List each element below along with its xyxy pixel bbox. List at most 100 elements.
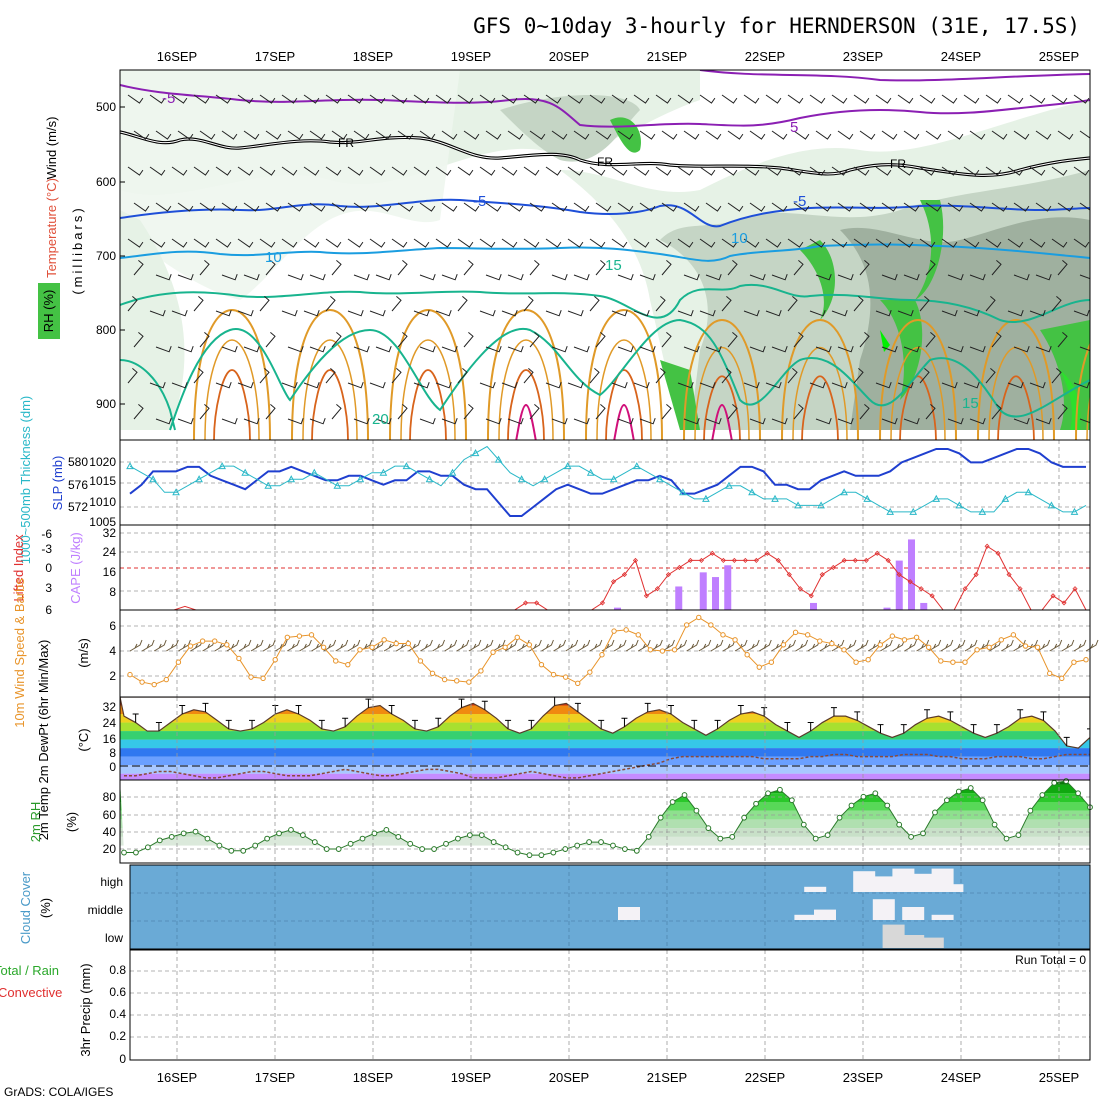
isotherm-loop bbox=[997, 375, 1035, 440]
wind-barb bbox=[853, 296, 864, 312]
wind-barb bbox=[639, 130, 656, 140]
wind-barb bbox=[485, 273, 502, 281]
isotherm-minus5-upper bbox=[699, 70, 1090, 82]
rh-point bbox=[311, 839, 318, 845]
wind-barb bbox=[149, 166, 166, 176]
wind-barb bbox=[771, 130, 788, 140]
thickness-point bbox=[471, 449, 480, 457]
wind-speed-point bbox=[1046, 670, 1053, 677]
thickness-point bbox=[863, 494, 871, 502]
wind-barb bbox=[843, 639, 857, 652]
temp-minmax-bar bbox=[784, 722, 791, 732]
rh-point bbox=[538, 852, 545, 859]
slp-axis-label: SLP (mb) bbox=[50, 456, 65, 511]
cape-bar bbox=[699, 572, 707, 610]
isotherm-loop bbox=[613, 403, 635, 440]
rh-axis-label: RH (%) bbox=[41, 290, 56, 333]
thickness-point bbox=[310, 468, 319, 476]
wind-barb bbox=[545, 381, 562, 389]
wind-barb bbox=[589, 639, 603, 652]
cape-bar bbox=[883, 607, 891, 610]
wind-barb bbox=[243, 130, 260, 140]
wind-barb bbox=[655, 238, 672, 248]
rh-point bbox=[920, 830, 926, 837]
wind-barb bbox=[661, 404, 672, 420]
isotherm-loop bbox=[409, 369, 447, 440]
wind-barb bbox=[325, 368, 336, 384]
rh-point bbox=[872, 790, 879, 797]
thickness-point bbox=[1024, 488, 1033, 496]
wind-speed-point bbox=[417, 658, 424, 664]
contour-label: 15 bbox=[962, 395, 979, 412]
date-label: 22SEP bbox=[745, 49, 785, 64]
lifted-index-point bbox=[654, 586, 661, 592]
rh-point bbox=[717, 835, 724, 842]
rh-point bbox=[621, 846, 628, 852]
cloud-block bbox=[814, 909, 836, 920]
wind-barb bbox=[589, 296, 600, 312]
cape-bar bbox=[712, 577, 719, 610]
isotherm-loop bbox=[1075, 342, 1090, 440]
rh-point bbox=[824, 832, 831, 839]
wind-barb bbox=[853, 238, 870, 248]
wind-barb bbox=[435, 309, 452, 317]
wind-barb bbox=[133, 404, 144, 420]
wind-barb bbox=[699, 309, 716, 317]
thickness-tick: 580 bbox=[68, 455, 88, 469]
wind-barb bbox=[963, 381, 980, 389]
wind-barb bbox=[613, 639, 627, 652]
wind-speed-point bbox=[284, 634, 291, 641]
temp2m-axis-label: 2m Temp 2m DewPt (6hr Min/Max) bbox=[36, 640, 51, 841]
wind-barb bbox=[353, 345, 370, 353]
wind-barb bbox=[897, 94, 914, 104]
wind-barb bbox=[171, 238, 188, 248]
wind-barb bbox=[375, 345, 392, 353]
wind-barb bbox=[567, 238, 584, 248]
wind-barb bbox=[1051, 166, 1068, 176]
cloud-tick: middle bbox=[88, 903, 124, 917]
wind-barb bbox=[237, 381, 254, 389]
date-label: 23SEP bbox=[843, 1070, 883, 1085]
wind-barb bbox=[633, 94, 650, 104]
wind-speed-point bbox=[998, 637, 1004, 643]
thickness-point bbox=[402, 462, 411, 470]
wind-barb bbox=[391, 296, 402, 312]
wind-barb bbox=[369, 166, 386, 176]
wind-barb bbox=[331, 202, 348, 212]
rh-point bbox=[264, 835, 271, 842]
wind-barb bbox=[969, 417, 986, 425]
rh-point bbox=[777, 786, 783, 793]
date-label: 19SEP bbox=[451, 1070, 491, 1085]
svg-text:600: 600 bbox=[96, 175, 116, 189]
wind-barb bbox=[507, 273, 524, 281]
wind-barb bbox=[1079, 274, 1090, 280]
wind-barb bbox=[565, 639, 579, 652]
wind-barb bbox=[897, 381, 914, 389]
wind-barb bbox=[1073, 238, 1090, 248]
wind-speed-point bbox=[587, 669, 593, 675]
wind-barb bbox=[633, 381, 650, 389]
date-label: 24SEP bbox=[941, 49, 981, 64]
wind-barb bbox=[274, 639, 288, 652]
precip-convective-label: Convective bbox=[0, 985, 62, 1000]
wind-barb bbox=[831, 238, 848, 248]
wind-barb bbox=[369, 94, 386, 104]
wind-barb bbox=[699, 166, 716, 176]
cloud-block bbox=[941, 884, 964, 892]
wind-barb bbox=[853, 368, 864, 384]
wind-barb bbox=[831, 381, 848, 389]
wind-barb bbox=[353, 130, 370, 140]
contour-label: 5 bbox=[790, 119, 798, 136]
wind-barb bbox=[1073, 94, 1090, 104]
wind-barb bbox=[919, 94, 936, 104]
wind-barb bbox=[771, 417, 788, 425]
contour-label: FR bbox=[597, 155, 613, 169]
thickness-point bbox=[425, 475, 434, 483]
wind-barb bbox=[721, 238, 738, 248]
wind-barb bbox=[331, 260, 342, 276]
wind-barb bbox=[463, 332, 474, 348]
temp2m-panel: 32 24 16 8 0 2m Temp 2m DewPt (6hr Min/M… bbox=[36, 640, 1091, 841]
wind-barb bbox=[419, 345, 436, 353]
wind-barb bbox=[903, 417, 920, 425]
wind-speed-point bbox=[248, 674, 254, 680]
